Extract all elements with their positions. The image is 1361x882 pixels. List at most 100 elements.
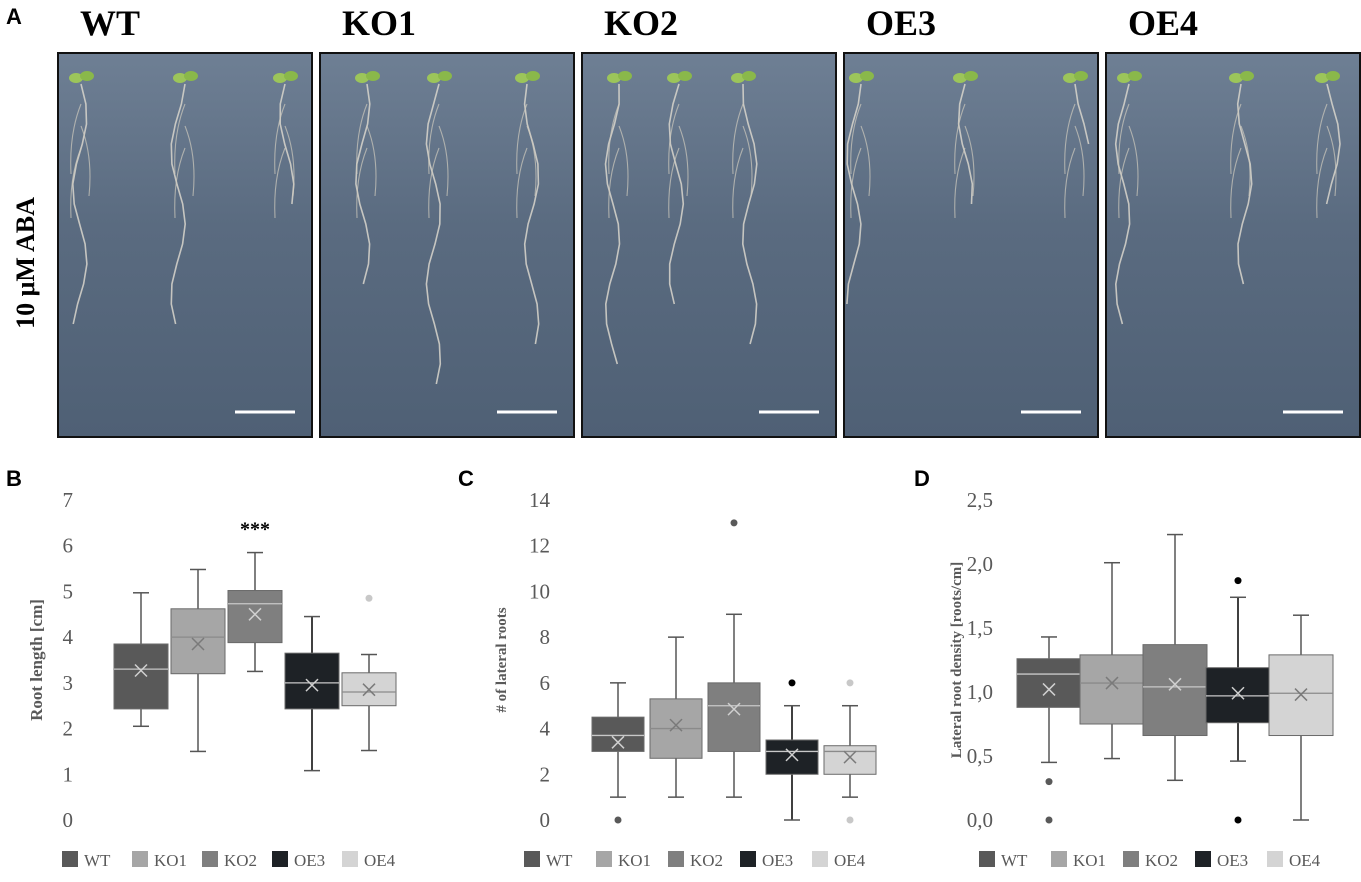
lateral-root xyxy=(964,125,975,197)
root-strand xyxy=(355,83,371,285)
cotyledon xyxy=(1074,71,1088,81)
y-tick-label: 6 xyxy=(63,534,74,558)
y-axis-label: Lateral root density [roots/cm] xyxy=(949,562,965,759)
root-strand xyxy=(668,83,685,305)
legend-label: KO2 xyxy=(224,851,257,870)
mean-marker xyxy=(191,637,205,651)
outlier-point xyxy=(846,679,854,687)
lateral-root xyxy=(356,103,368,175)
legend-label: OE3 xyxy=(294,851,325,870)
outlier-point xyxy=(1045,778,1053,786)
legend-swatch xyxy=(62,851,78,867)
mean-marker xyxy=(1042,682,1056,696)
legend-label: OE4 xyxy=(834,851,866,870)
mean-marker xyxy=(669,718,683,732)
y-tick-label: 4 xyxy=(63,625,74,649)
box-ko2 xyxy=(1142,644,1208,737)
lateral-root xyxy=(1118,103,1130,175)
lateral-root xyxy=(742,125,753,197)
lateral-root xyxy=(608,147,620,219)
y-tick-label: 10 xyxy=(529,579,550,603)
cotyledon xyxy=(173,73,187,83)
lateral-root xyxy=(850,147,862,219)
panel-c-label: C xyxy=(458,466,474,491)
y-tick-label: 8 xyxy=(540,625,551,649)
lateral-root xyxy=(608,103,620,175)
root-strand xyxy=(279,83,295,205)
lateral-root xyxy=(1230,103,1242,175)
cotyledon xyxy=(742,71,756,81)
seedling-photo-ko1 xyxy=(319,52,575,438)
chart-lateral-density: 0,0 0,5 1,0 1,5 2,0 2,5 Lateral root density [… xyxy=(905,478,1355,882)
root-strand xyxy=(1236,83,1253,285)
root-strand xyxy=(1114,83,1131,325)
legend-swatch xyxy=(132,851,148,867)
y-tick-label: 1,5 xyxy=(967,616,993,640)
lateral-root xyxy=(1074,125,1085,197)
legend-label: OE3 xyxy=(1217,851,1248,870)
cotyledon xyxy=(69,73,83,83)
lateral-root xyxy=(1128,125,1139,197)
lateral-root xyxy=(1316,103,1328,175)
cotyledon xyxy=(860,71,874,81)
box-ko1 xyxy=(1079,654,1145,725)
legend-swatch xyxy=(1123,851,1139,867)
lateral-root xyxy=(860,125,871,197)
legend-swatch xyxy=(812,851,828,867)
outlier-point xyxy=(846,816,854,824)
y-tick-label: 0,0 xyxy=(967,808,993,832)
genotype-label-oe4: OE4 xyxy=(1128,3,1199,43)
legend-swatch xyxy=(342,851,358,867)
mean-marker xyxy=(134,663,148,678)
y-tick-label: 14 xyxy=(529,488,551,512)
y-tick-label: 2 xyxy=(63,717,74,741)
lateral-root xyxy=(284,125,295,197)
lateral-root xyxy=(274,103,286,175)
outlier-point xyxy=(1045,816,1053,824)
seedling-photo-ko2 xyxy=(581,52,837,438)
mean-marker xyxy=(1231,686,1245,700)
panel-b-label: B xyxy=(6,466,22,491)
root-strand xyxy=(523,83,540,345)
lateral-root xyxy=(954,147,966,219)
legend-swatch xyxy=(596,851,612,867)
legend-swatch xyxy=(979,851,995,867)
lateral-root xyxy=(174,103,186,175)
y-tick-label: 0 xyxy=(540,808,551,832)
legend-label: OE4 xyxy=(364,851,396,870)
cotyledon xyxy=(366,71,380,81)
lateral-root xyxy=(438,125,449,197)
lateral-root xyxy=(850,103,862,175)
cotyledon xyxy=(515,73,529,83)
root-strand xyxy=(1074,83,1090,145)
outlier-point xyxy=(365,594,373,602)
lateral-root xyxy=(732,147,744,219)
genotype-label-wt: WT xyxy=(80,3,141,43)
box-wt xyxy=(113,643,169,710)
legend-label: WT xyxy=(84,851,111,870)
seedling-photo-oe4 xyxy=(1105,52,1361,438)
legend-label: KO1 xyxy=(1073,851,1106,870)
lateral-root xyxy=(70,147,82,219)
lateral-root xyxy=(618,125,629,197)
cotyledon xyxy=(953,73,967,83)
cotyledon xyxy=(80,71,94,81)
box-oe3 xyxy=(765,739,819,775)
legend-swatch xyxy=(1195,851,1211,867)
seedling-photo-wt xyxy=(57,52,313,438)
cotyledon xyxy=(273,73,287,83)
legend-label: KO2 xyxy=(690,851,723,870)
mean-marker xyxy=(727,702,741,716)
cotyledon xyxy=(1128,71,1142,81)
legend-label: OE3 xyxy=(762,851,793,870)
genotype-label-oe3: OE3 xyxy=(866,3,937,43)
cotyledon xyxy=(427,73,441,83)
mean-marker xyxy=(1105,676,1119,690)
cotyledon xyxy=(1240,71,1254,81)
y-tick-label: 3 xyxy=(63,671,74,695)
legend-swatch xyxy=(1051,851,1067,867)
chart-root-length: 0 1 2 3 4 5 6 7 Root length [cm] *** WT KO1 KO2 OE3 OE… xyxy=(0,478,440,882)
cotyledon xyxy=(1117,73,1131,83)
box-oe4 xyxy=(823,745,877,775)
legend-swatch xyxy=(740,851,756,867)
